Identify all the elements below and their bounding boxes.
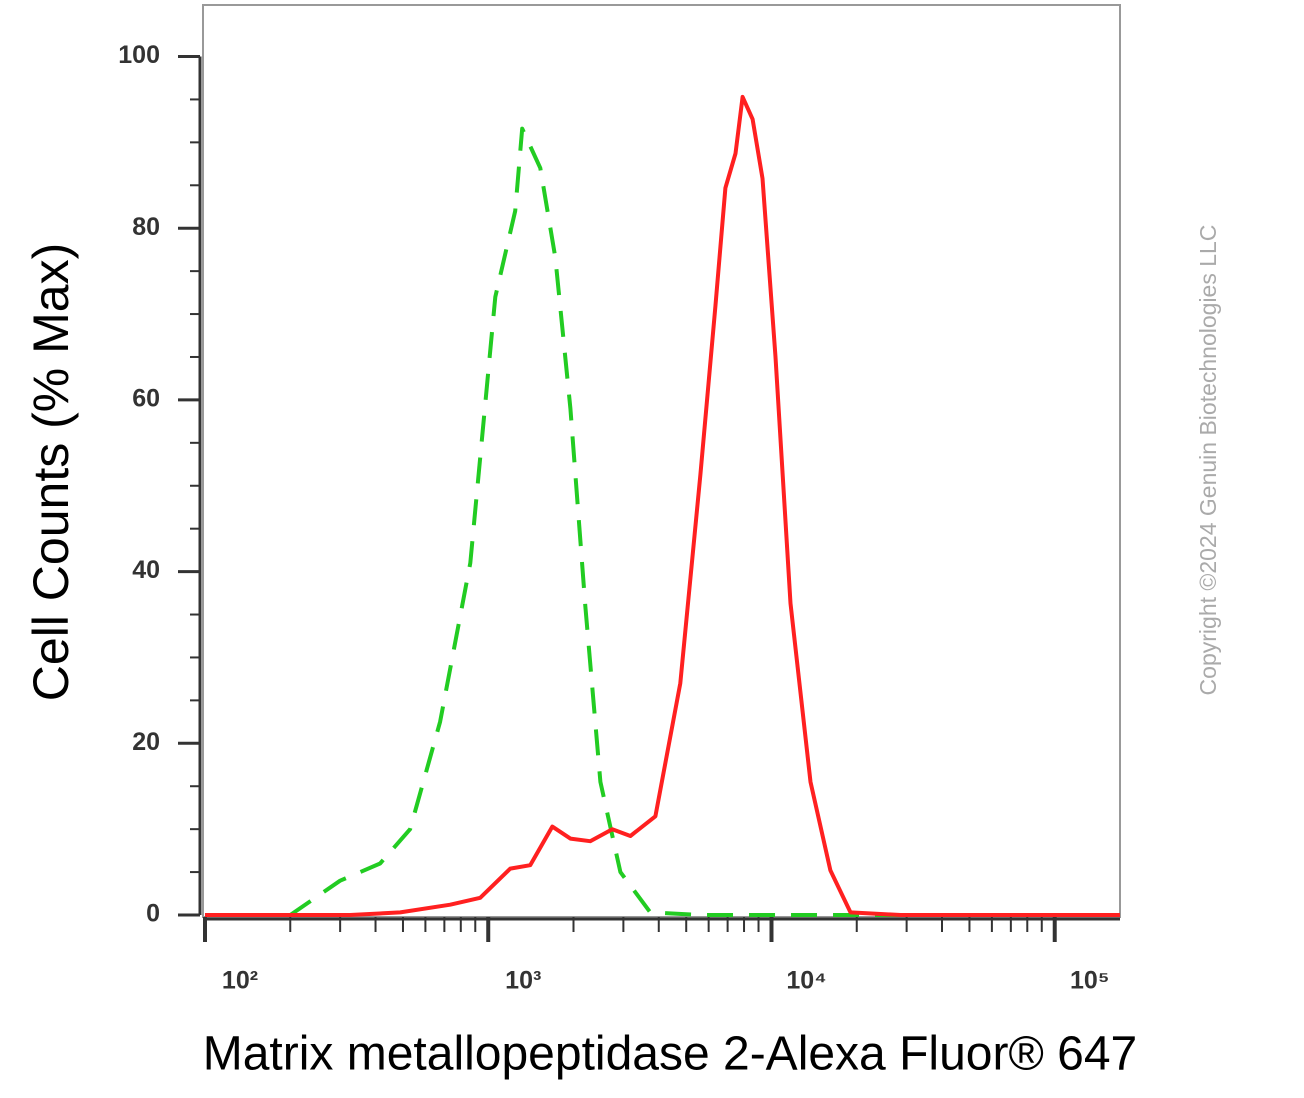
y-tick-label: 0 <box>146 900 160 928</box>
x-tick-label: 10² <box>222 967 258 995</box>
x-tick-label: 10⁵ <box>1070 967 1110 995</box>
y-tick-label: 20 <box>132 728 160 756</box>
series-line <box>205 126 1120 917</box>
y-tick-label: 60 <box>132 385 160 413</box>
y-axis-label: Cell Counts (% Max) <box>23 243 79 701</box>
plot-frame <box>202 4 1121 918</box>
x-axis-label: Matrix metallopeptidase 2-Alexa Fluor® 6… <box>203 1028 1137 1081</box>
y-tick-label: 40 <box>132 556 160 584</box>
y-tick-label: 100 <box>118 41 160 69</box>
y-tick-label: 80 <box>132 213 160 241</box>
series-line <box>205 94 1120 917</box>
x-tick-label: 10⁴ <box>786 967 826 995</box>
copyright: Copyright ©2024 Genuin Biotechnologies L… <box>1195 225 1221 696</box>
x-tick-label: 10³ <box>505 967 541 995</box>
